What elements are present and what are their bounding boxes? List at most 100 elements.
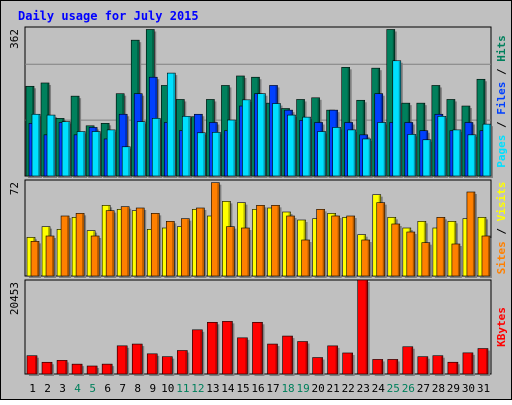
day-tick-label: 27 bbox=[417, 382, 430, 395]
kbytes-bar-edge bbox=[215, 322, 217, 374]
pages-bar bbox=[467, 134, 477, 177]
kbytes-bar-edge bbox=[470, 353, 473, 374]
kbytes-bar bbox=[462, 352, 474, 375]
sites-bar bbox=[286, 215, 295, 277]
kbytes-bar bbox=[357, 279, 369, 375]
pages-bar bbox=[317, 131, 326, 177]
day-tick-label: 22 bbox=[342, 382, 355, 395]
pages-bar-edge bbox=[158, 118, 160, 176]
sites-bar-edge bbox=[217, 183, 219, 276]
day-tick-label: 14 bbox=[221, 382, 235, 395]
day-tick-label: 23 bbox=[357, 382, 370, 395]
panel-kbytes-ymax-label: 20453 bbox=[8, 282, 21, 315]
kbytes-bar bbox=[432, 355, 444, 375]
kbytes-bar bbox=[402, 346, 414, 375]
sites-bar-edge bbox=[427, 243, 430, 276]
day-tick-label: 1 bbox=[29, 382, 36, 395]
pages-bar-edge bbox=[488, 124, 491, 176]
kbytes-bar-edge bbox=[305, 342, 308, 374]
sites-bar-edge bbox=[187, 219, 189, 276]
kbytes-bar bbox=[447, 361, 459, 375]
sites-bar-edge bbox=[442, 217, 445, 276]
day-tick-label: 26 bbox=[402, 382, 415, 395]
sites-bar-edge bbox=[322, 209, 325, 276]
sites-bar-edge bbox=[172, 221, 174, 276]
kbytes-bar-edge bbox=[455, 362, 458, 374]
kbytes-bar bbox=[372, 359, 384, 375]
pages-bar-edge bbox=[473, 135, 476, 176]
pages-bar-edge bbox=[203, 133, 205, 176]
axis-label-part: / bbox=[495, 115, 508, 135]
kbytes-bar-edge bbox=[80, 364, 82, 374]
kbytes-bar bbox=[177, 350, 188, 375]
day-tick-label: 16 bbox=[251, 382, 264, 395]
day-tick-label: 4 bbox=[74, 382, 81, 395]
sites-bar-edge bbox=[262, 205, 264, 276]
kbytes-bar-edge bbox=[365, 280, 368, 374]
kbytes-bar bbox=[222, 321, 233, 375]
day-tick-label: 21 bbox=[327, 382, 340, 395]
panel-visits-sites-ymax-label: 72 bbox=[8, 182, 21, 195]
sites-bar-edge bbox=[247, 228, 249, 276]
day-tick-label: 19 bbox=[296, 382, 309, 395]
sites-bar-edge bbox=[352, 216, 355, 276]
pages-bar-edge bbox=[38, 114, 40, 176]
pages-bar-edge bbox=[233, 120, 235, 176]
pages-bar bbox=[166, 72, 176, 177]
pages-bar bbox=[91, 131, 101, 177]
day-tick-label: 31 bbox=[477, 382, 490, 395]
sites-bar bbox=[135, 207, 145, 277]
pages-bar bbox=[392, 60, 402, 177]
sites-bar-edge bbox=[412, 232, 415, 276]
kbytes-bar-edge bbox=[320, 358, 323, 374]
kbytes-bar-edge bbox=[170, 357, 172, 374]
sites-bar-edge bbox=[292, 216, 295, 276]
pages-bar bbox=[212, 132, 221, 177]
pages-bar-edge bbox=[428, 140, 431, 176]
kbytes-bar bbox=[297, 341, 308, 375]
kbytes-bar bbox=[282, 335, 293, 375]
sites-bar-edge bbox=[52, 236, 54, 276]
pages-bar-edge bbox=[368, 139, 371, 176]
sites-bar bbox=[376, 202, 386, 277]
sites-bar bbox=[90, 235, 100, 277]
pages-bar bbox=[106, 129, 116, 177]
day-tick-label: 5 bbox=[89, 382, 96, 395]
sites-bar bbox=[241, 227, 250, 277]
pages-bar bbox=[257, 93, 266, 177]
pages-bar-edge bbox=[83, 132, 85, 176]
pages-bar bbox=[482, 123, 492, 177]
kbytes-bar-edge bbox=[395, 359, 398, 374]
kbytes-bar bbox=[342, 352, 353, 375]
sites-bar bbox=[451, 243, 461, 277]
pages-bar-edge bbox=[443, 116, 446, 176]
sites-bar-edge bbox=[112, 211, 114, 276]
sites-bar bbox=[256, 205, 265, 277]
sites-bar-edge bbox=[127, 207, 129, 276]
sites-bar-edge bbox=[337, 216, 340, 276]
kbytes-bar bbox=[207, 321, 218, 375]
sites-bar bbox=[346, 215, 355, 277]
sites-bar-edge bbox=[67, 216, 69, 276]
day-tick-label: 9 bbox=[149, 382, 156, 395]
sites-bar bbox=[361, 239, 371, 277]
kbytes-bar bbox=[267, 343, 278, 375]
sites-bar-edge bbox=[202, 208, 204, 276]
kbytes-bar bbox=[26, 355, 38, 375]
sites-bar bbox=[196, 207, 205, 277]
pages-bar-edge bbox=[293, 115, 296, 176]
pages-bar bbox=[182, 116, 191, 177]
sites-bar bbox=[271, 205, 280, 277]
kbytes-bar bbox=[71, 363, 83, 375]
pages-bar-edge bbox=[53, 115, 55, 176]
axis-label-part: Visits bbox=[495, 182, 508, 222]
kbytes-bar-edge bbox=[425, 357, 428, 374]
kbytes-bar-edge bbox=[245, 338, 247, 374]
sites-bar bbox=[211, 182, 220, 277]
sites-bar bbox=[331, 215, 340, 277]
sites-bar-edge bbox=[277, 205, 280, 276]
pages-bar-edge bbox=[188, 116, 190, 176]
day-tick-label: 15 bbox=[236, 382, 249, 395]
sites-bar bbox=[481, 235, 491, 277]
